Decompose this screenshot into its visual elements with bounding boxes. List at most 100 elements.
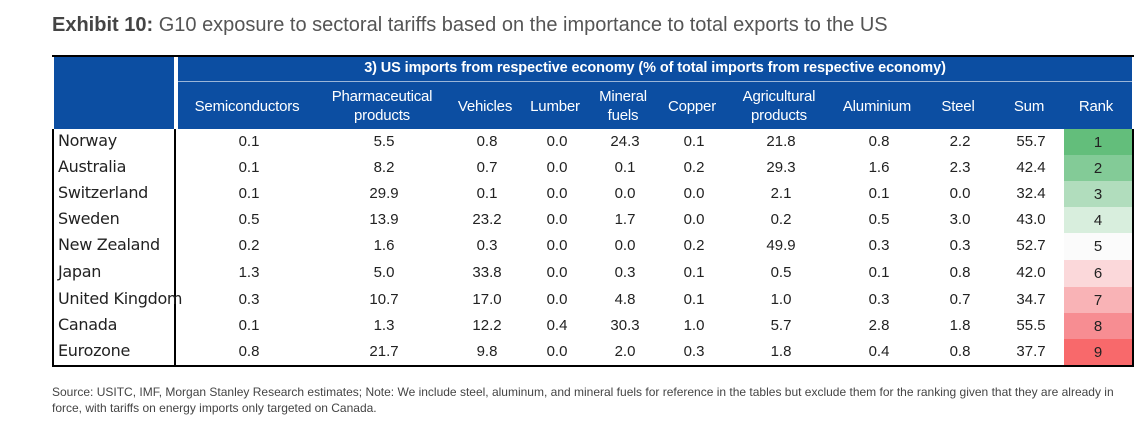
group-header: 3) US imports from respective economy (%… [364,60,946,76]
value-cell: 1.6 [373,237,395,254]
value-cell: 2.2 [949,133,971,150]
value-cell: 0.1 [614,159,636,176]
value-cell: 29.3 [766,159,796,176]
tariff-exposure-table: 3) US imports from respective economy (%… [52,55,1134,367]
value-cell: 12.2 [472,317,502,334]
value-cell: 0.0 [546,133,568,150]
value-cell: 0.8 [238,343,260,360]
value-cell: 1.8 [770,343,792,360]
value-cell: 24.3 [610,133,640,150]
value-cell: 32.4 [1016,185,1046,202]
value-cell: 0.5 [868,211,890,228]
value-cell: 0.5 [770,264,792,281]
column-header: Steel [941,97,975,115]
value-cell: 33.8 [472,264,502,281]
row-header-divider [174,129,176,365]
value-cell: 0.0 [614,185,636,202]
value-cell: 5.0 [373,264,395,281]
value-cell: 5.7 [770,317,792,334]
value-cell: 0.8 [949,264,971,281]
value-cell: 55.7 [1016,133,1046,150]
table-row: Canada 0.1 1.3 12.2 0.4 30.3 1.0 5.7 2.8 1.8 55.5 8 [54,313,1136,339]
value-cell: 21.7 [369,343,399,360]
value-cell: 0.0 [546,237,568,254]
rank-cell: 4 [1064,207,1132,233]
value-cell: 0.3 [868,291,890,308]
exhibit-label: Exhibit 10: [52,14,154,36]
value-cell: 10.7 [369,291,399,308]
value-cell: 1.3 [373,317,395,334]
table-row: Eurozone 0.8 21.7 9.8 0.0 2.0 0.3 1.8 0.4 0.8 37.7… [54,339,1136,365]
value-cell: 42.4 [1016,159,1046,176]
row-label: Australia [58,157,127,176]
column-header: Mineral fuels [599,88,647,124]
value-cell: 0.0 [546,211,568,228]
value-cell: 0.1 [238,185,260,202]
value-cell: 0.0 [546,264,568,281]
value-cell: 0.1 [683,291,705,308]
exhibit-title: Exhibit 10: G10 exposure to sectoral tar… [52,14,888,37]
value-cell: 0.0 [546,291,568,308]
value-cell: 0.2 [770,211,792,228]
value-cell: 23.2 [472,211,502,228]
value-cell: 0.8 [868,133,890,150]
value-cell: 0.1 [683,264,705,281]
value-cell: 2.1 [770,185,792,202]
row-label: United Kingdom [58,289,183,308]
value-cell: 43.0 [1016,211,1046,228]
value-cell: 0.8 [476,133,498,150]
value-cell: 0.7 [476,159,498,176]
table-row: Norway 0.1 5.5 0.8 0.0 24.3 0.1 21.8 0.8 2.2 55.7 1 [54,129,1136,155]
value-cell: 9.8 [476,343,498,360]
value-cell: 0.0 [546,185,568,202]
value-cell: 0.0 [683,211,705,228]
column-header: Pharmaceutical products [331,88,433,124]
value-cell: 3.0 [949,211,971,228]
column-header: Sum [1013,97,1045,115]
column-header: Rank [1078,97,1114,115]
rank-cell: 8 [1064,313,1132,339]
value-cell: 0.3 [949,237,971,254]
exhibit-title-text: G10 exposure to sectoral tariffs based o… [158,14,888,36]
table-row: Australia 0.1 8.2 0.7 0.0 0.1 0.2 29.3 1.6 2.3 42.… [54,155,1136,181]
value-cell: 2.8 [868,317,890,334]
column-header: Lumber [530,97,580,115]
rank-cell: 3 [1064,181,1132,207]
table-body: Norway 0.1 5.5 0.8 0.0 24.3 0.1 21.8 0.8 2.2 55.7 1… [52,129,1134,367]
value-cell: 42.0 [1016,264,1046,281]
value-cell: 0.0 [546,343,568,360]
value-cell: 17.0 [472,291,502,308]
value-cell: 0.0 [949,185,971,202]
value-cell: 0.1 [238,133,260,150]
row-label: New Zealand [58,235,160,254]
value-cell: 0.1 [238,159,260,176]
value-cell: 0.3 [614,264,636,281]
value-cell: 0.4 [546,317,568,334]
row-label: Canada [58,315,118,334]
table-row: Switzerland 0.1 29.9 0.1 0.0 0.0 0.0 2.1 0.1 0.0 3… [54,181,1136,207]
value-cell: 0.3 [868,237,890,254]
column-header: Aluminium [842,97,912,115]
table-top-border [52,55,1134,57]
value-cell: 0.3 [238,291,260,308]
value-cell: 52.7 [1016,237,1046,254]
value-cell: 1.6 [868,159,890,176]
row-label: Sweden [58,209,120,228]
value-cell: 4.8 [614,291,636,308]
source-note: Source: USITC, IMF, Morgan Stanley Resea… [52,385,1114,415]
value-cell: 1.0 [770,291,792,308]
value-cell: 1.0 [683,317,705,334]
value-cell: 55.5 [1016,317,1046,334]
value-cell: 0.0 [614,237,636,254]
rank-cell: 7 [1064,287,1132,313]
column-header: Semiconductors [194,97,300,115]
row-label: Norway [58,131,117,150]
value-cell: 0.0 [683,185,705,202]
value-cell: 0.2 [238,237,260,254]
value-cell: 0.3 [476,237,498,254]
row-header-corner [54,57,174,129]
value-cell: 8.2 [373,159,395,176]
value-cell: 1.7 [614,211,636,228]
value-cell: 34.7 [1016,291,1046,308]
row-label: Japan [58,262,102,281]
